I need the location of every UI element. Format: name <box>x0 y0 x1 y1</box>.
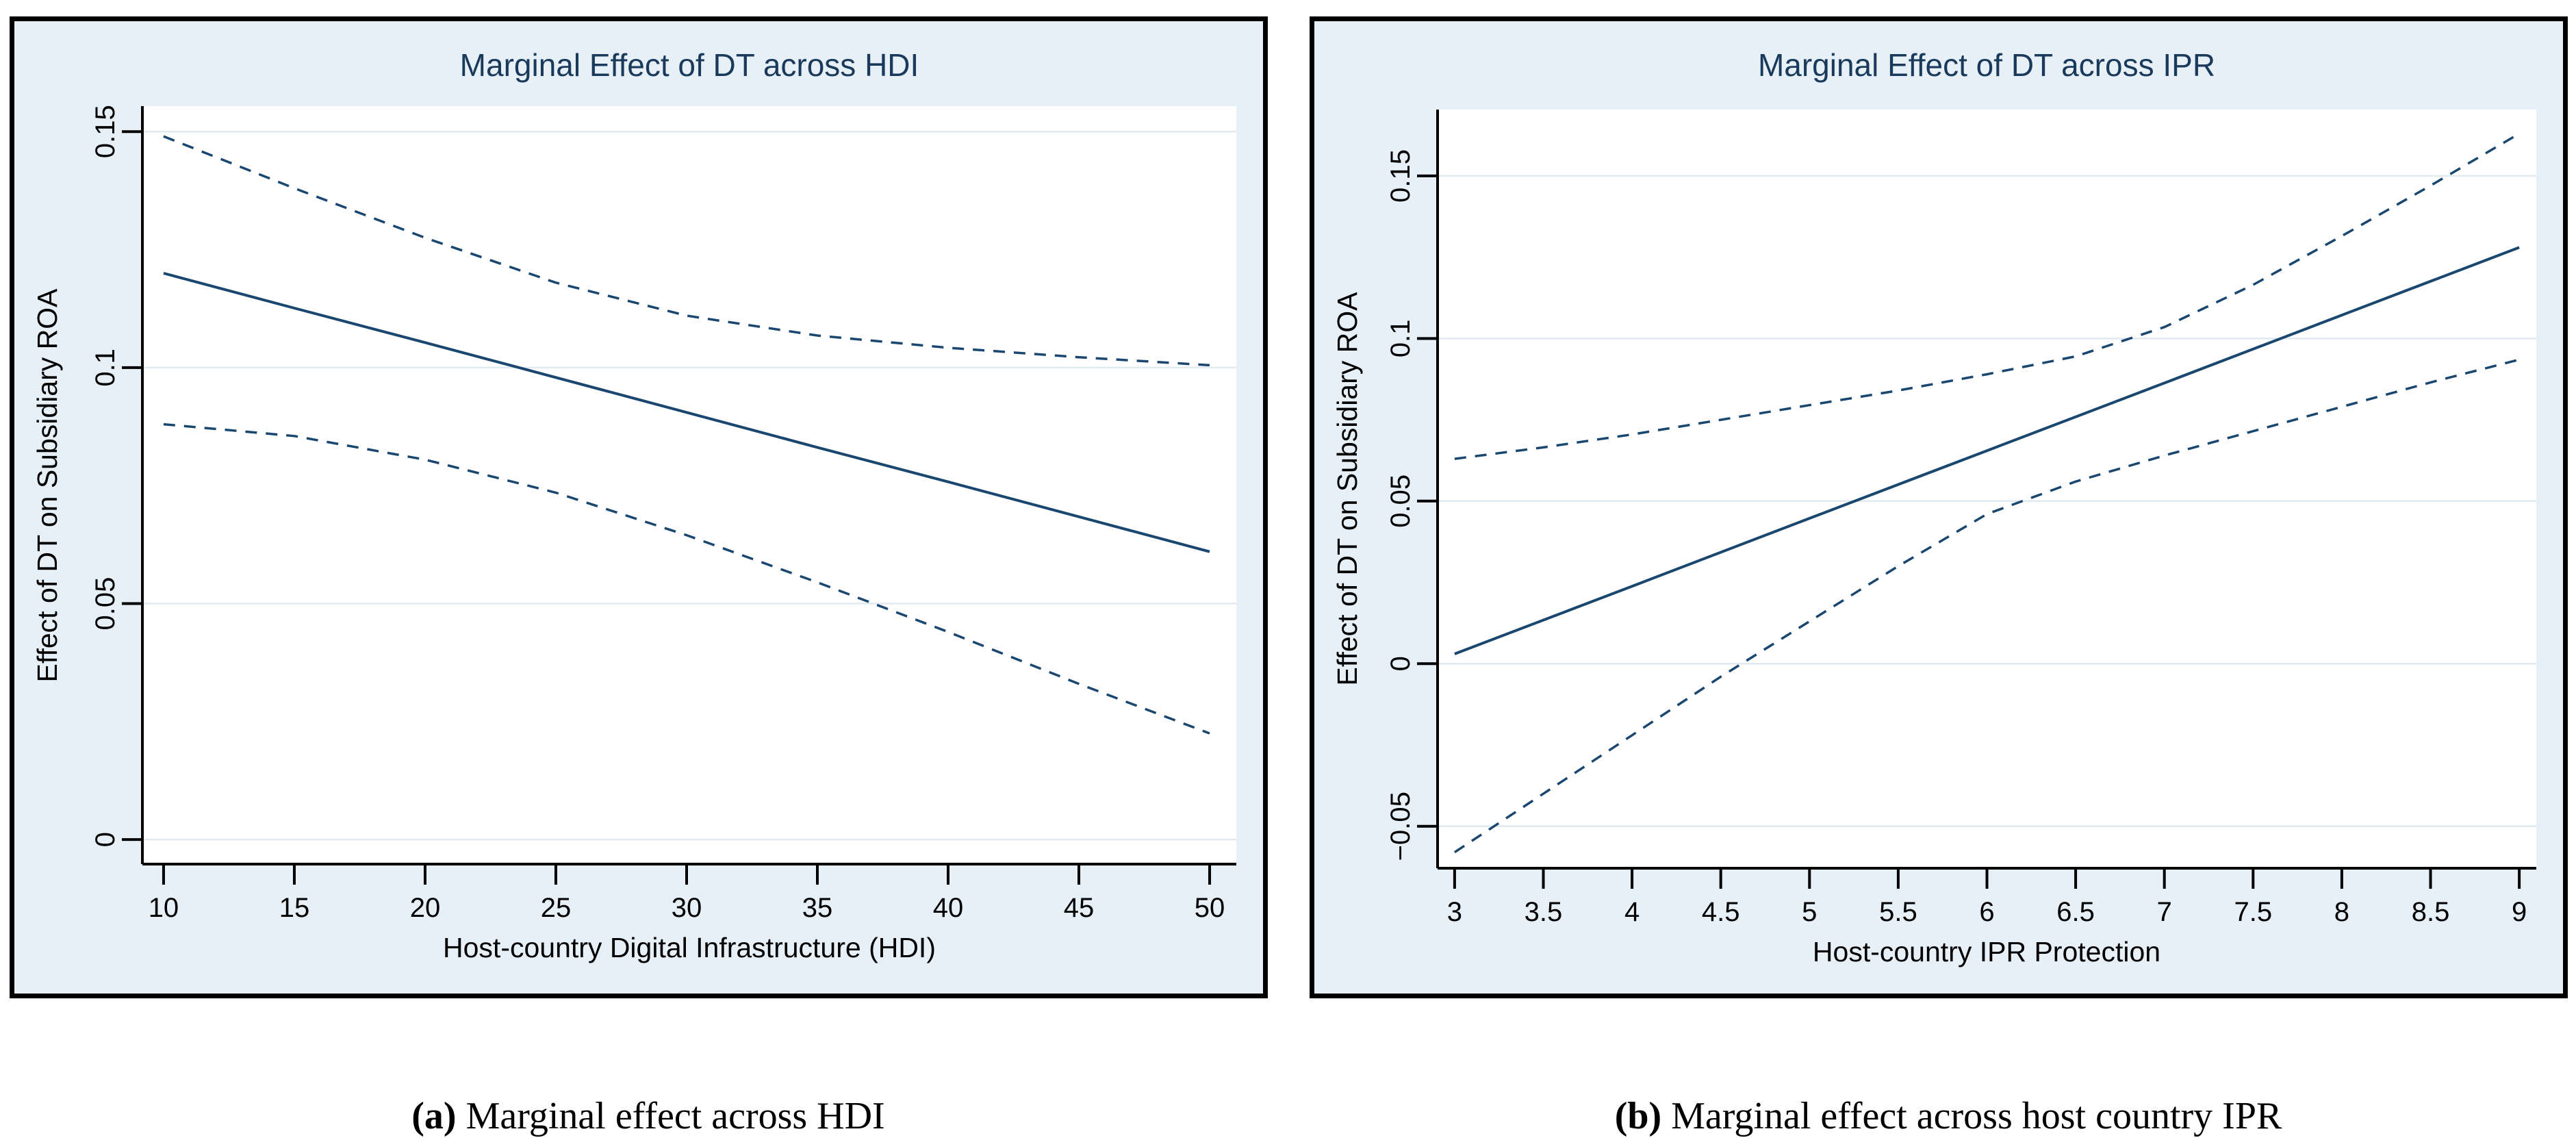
plot-area <box>142 106 1236 864</box>
caption-a-text: Marginal effect across HDI <box>456 1095 885 1137</box>
x-tick-label: 10 <box>149 893 179 923</box>
y-tick-label: 0 <box>1386 656 1416 671</box>
chart-hdi-x-axis-title: Host-country Digital Infrastructure (HDI… <box>443 932 936 963</box>
x-tick-label: 35 <box>802 893 833 923</box>
caption-b-label: (b) <box>1614 1095 1662 1137</box>
x-tick-label: 4 <box>1624 897 1640 927</box>
x-tick-label: 15 <box>279 893 310 923</box>
x-tick-label: 25 <box>541 893 572 923</box>
chart-ipr: 3 3.5 4 4.5 5 5.5 6 6.5 7 7.5 8 8.5 9 −0.05 0 0.05 0.1 0.… <box>1331 47 2536 968</box>
ci-upper-dashed-line <box>1454 132 2520 460</box>
x-tick-label: 3.5 <box>1525 897 1563 927</box>
y-tick-label: 0.1 <box>90 349 120 387</box>
y-tick-label: 0.05 <box>90 577 120 631</box>
x-tick-label: 4.5 <box>1702 897 1740 927</box>
x-tick-label: 9 <box>2512 897 2527 927</box>
y-tick-label: 0.15 <box>90 105 120 158</box>
x-tick-label: 30 <box>672 893 702 923</box>
chart-hdi: 10 15 20 25 30 35 40 45 50 0 0.05 0.1 0.15 Marginal … <box>31 47 1236 963</box>
x-tick-label: 20 <box>410 893 441 923</box>
x-tick-label: 5.5 <box>1879 897 1917 927</box>
x-tick-label: 50 <box>1195 893 1225 923</box>
y-tick-label: 0 <box>90 832 120 847</box>
chart-ipr-y-axis-title: Effect of DT on Subsidiary ROA <box>1331 292 1363 686</box>
ci-lower-dashed-line <box>1453 358 2520 854</box>
x-tick-label: 6.5 <box>2056 897 2095 927</box>
x-tick-label: 7 <box>2157 897 2172 927</box>
caption-a-label: (a) <box>411 1095 457 1137</box>
chart-hdi-title: Marginal Effect of DT across HDI <box>460 47 919 83</box>
y-tick-label: 0.1 <box>1386 320 1416 358</box>
x-tick-label: 8 <box>2334 897 2349 927</box>
caption-b: (b) Marginal effect across host country … <box>1459 1050 2418 1137</box>
y-tick-label: −0.05 <box>1386 792 1416 861</box>
chart-ipr-x-axis-title: Host-country IPR Protection <box>1813 936 2160 968</box>
x-tick-label: 6 <box>1979 897 1994 927</box>
marginal-effect-line <box>163 272 1210 553</box>
caption-a: (a) Marginal effect across HDI <box>160 1050 1118 1137</box>
x-tick-label: 5 <box>1802 897 1817 927</box>
chart-hdi-y-axis-title: Effect of DT on Subsidiary ROA <box>31 288 63 683</box>
y-tick-label: 0.15 <box>1386 149 1416 203</box>
chart-ipr-title: Marginal Effect of DT across IPR <box>1758 47 2215 83</box>
panel-a: 10 15 20 25 30 35 40 45 50 0 0.05 0.1 0.15 Marginal … <box>10 16 1268 998</box>
plot-area <box>1438 110 2536 868</box>
x-tick-label: 40 <box>933 893 964 923</box>
y-tick-label: 0.05 <box>1386 475 1416 528</box>
x-tick-label: 8.5 <box>2412 897 2450 927</box>
panel-b: 3 3.5 4 4.5 5 5.5 6 6.5 7 7.5 8 8.5 9 −0.05 0 0.05 0.1 0.… <box>1310 16 2568 998</box>
x-tick-label: 3 <box>1447 897 1462 927</box>
ci-lower-dashed-line <box>163 422 1210 735</box>
ci-upper-dashed-line <box>163 135 1210 367</box>
caption-b-text: Marginal effect across host country IPR <box>1661 1095 2282 1137</box>
marginal-effect-line <box>1454 246 2520 655</box>
x-tick-label: 7.5 <box>2234 897 2273 927</box>
x-tick-label: 45 <box>1064 893 1095 923</box>
